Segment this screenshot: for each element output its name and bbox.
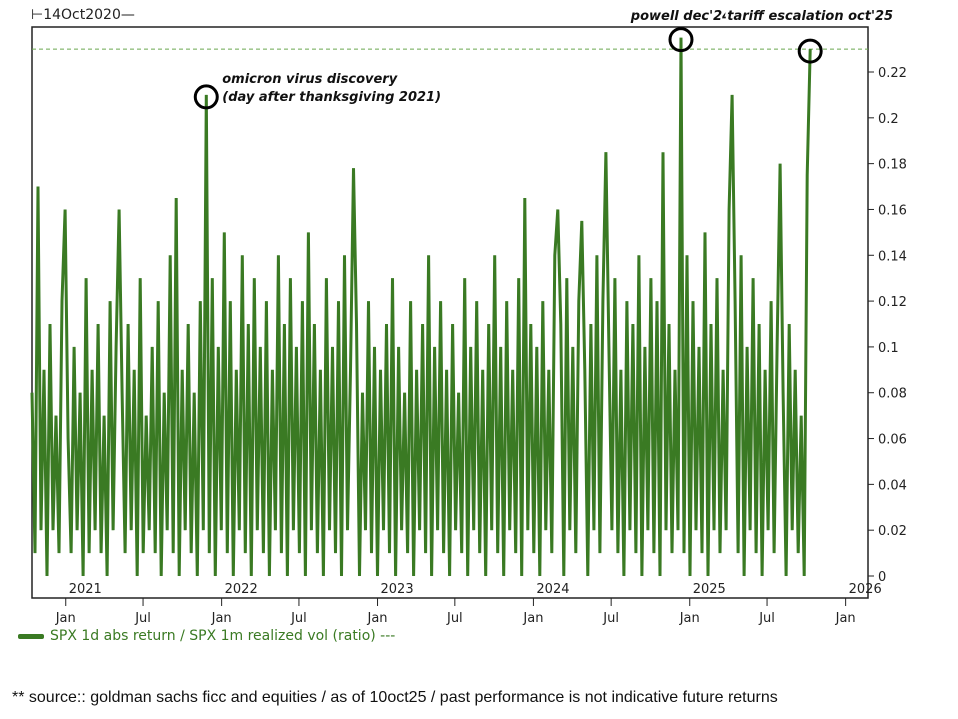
year-label: 2025 (693, 582, 726, 597)
x-tick-label: Jul (602, 611, 619, 626)
y-tick-label: 0.04 (878, 478, 907, 493)
y-tick-label: 0.1 (878, 341, 899, 356)
y-tick-label: 0.02 (878, 524, 907, 539)
y-tick-label: 0.06 (878, 433, 907, 448)
y-tick-label: 0.22 (878, 66, 907, 81)
year-label: 2024 (536, 582, 569, 597)
source-footnote: ** source:: goldman sachs ficc and equit… (12, 689, 778, 706)
y-tick-label: 0.18 (878, 158, 907, 173)
y-tick-label: 0.16 (878, 203, 907, 218)
x-tick-label: Jul (134, 611, 151, 626)
year-label: 2022 (225, 582, 258, 597)
year-label: 2026 (849, 582, 882, 597)
annotation-circle (193, 84, 219, 110)
annotation-circle (797, 38, 823, 64)
legend-label: SPX 1d abs return / SPX 1m realized vol … (50, 628, 396, 644)
x-tick-label: Jan (367, 611, 388, 626)
x-tick-label: Jan (522, 611, 543, 626)
legend: SPX 1d abs return / SPX 1m realized vol … (18, 628, 395, 644)
start-date-text: 14Oct2020 (43, 7, 121, 23)
annotation-text: tariff escalation oct'25 (727, 9, 893, 24)
plot-frame (31, 26, 869, 599)
annotation-text: (day after thanksgiving 2021) (222, 90, 441, 105)
x-tick-label: Jul (446, 611, 463, 626)
start-date-label: ⊢14Oct2020— (31, 7, 135, 23)
x-tick-label: Jul (758, 611, 775, 626)
y-tick-label: 0.12 (878, 295, 907, 310)
annotation-text: powell dec'24 (630, 9, 731, 24)
x-tick-label: Jul (290, 611, 307, 626)
year-label: 2021 (69, 582, 102, 597)
series-line (30, 37, 812, 577)
y-tick-label: 0.08 (878, 387, 907, 402)
y-tick-label: 0.14 (878, 249, 907, 264)
annotation-circle (668, 27, 694, 53)
y-tick-label: 0.2 (878, 112, 899, 127)
x-tick-label: Jan (55, 611, 76, 626)
y-tick-label: 0 (878, 570, 886, 585)
legend-swatch (18, 633, 44, 639)
annotation-text: omicron virus discovery (222, 72, 397, 87)
x-tick-label: Jan (835, 611, 856, 626)
year-label: 2023 (381, 582, 414, 597)
x-tick-label: Jan (211, 611, 232, 626)
x-tick-label: Jan (679, 611, 700, 626)
